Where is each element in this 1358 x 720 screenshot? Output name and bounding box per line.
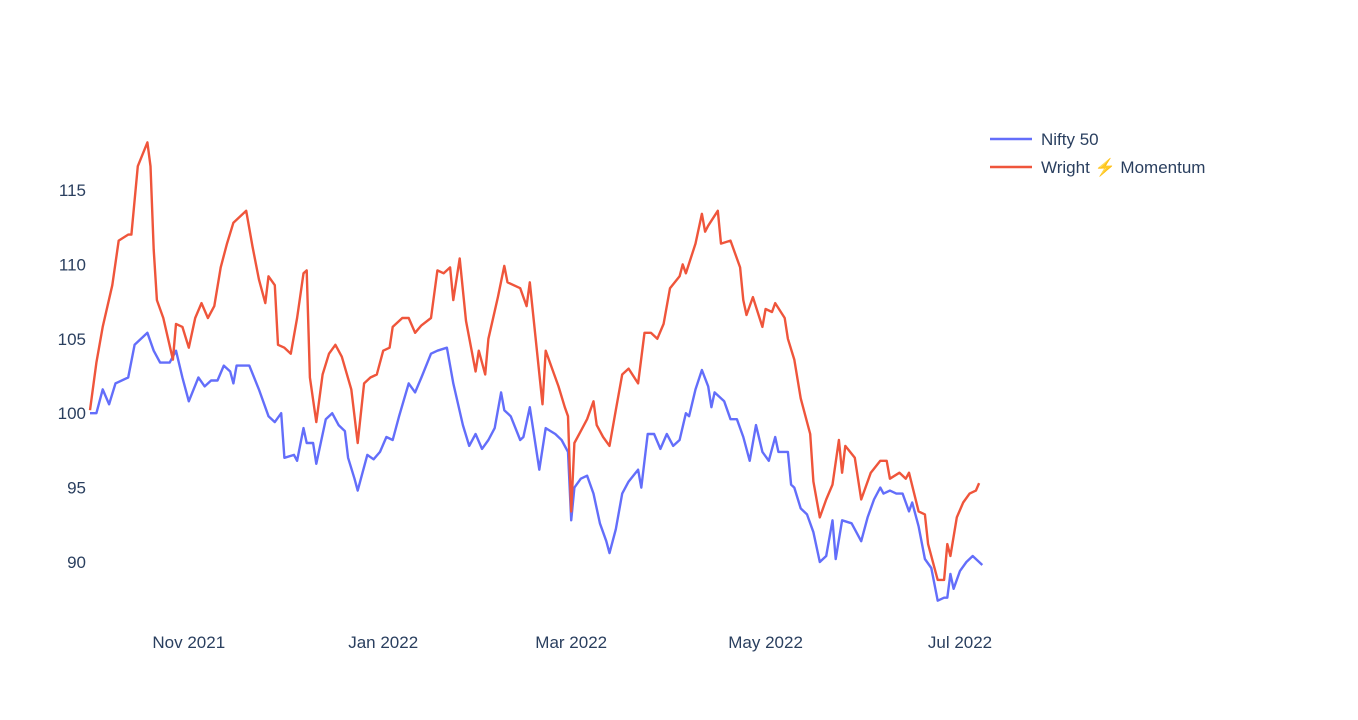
y-tick-label: 90 [67,553,86,572]
y-tick-label: 95 [67,479,86,498]
legend[interactable]: Nifty 50 Wright ⚡️ Momentum [990,130,1205,178]
legend-label: Nifty 50 [1041,130,1099,149]
x-tick-label: Jul 2022 [928,633,992,652]
x-tick-label: Mar 2022 [535,633,607,652]
legend-item-wright-momentum[interactable]: Wright ⚡️ Momentum [990,157,1205,178]
x-tick-label: Jan 2022 [348,633,418,652]
y-tick-label: 100 [58,404,86,423]
y-tick-label: 105 [58,330,86,349]
x-tick-label: Nov 2021 [152,633,225,652]
legend-label: Wright ⚡️ Momentum [1041,157,1205,178]
y-axis: 90 95 100 105 110 115 [58,181,86,572]
y-tick-label: 115 [59,181,86,200]
series-line-wright-momentum[interactable] [88,141,981,582]
x-tick-label: May 2022 [728,633,803,652]
y-tick-label: 110 [59,255,86,274]
legend-item-nifty-50[interactable]: Nifty 50 [990,130,1099,149]
plot-area [88,141,984,602]
x-axis: Nov 2021 Jan 2022 Mar 2022 May 2022 Jul 2022 [152,633,992,652]
